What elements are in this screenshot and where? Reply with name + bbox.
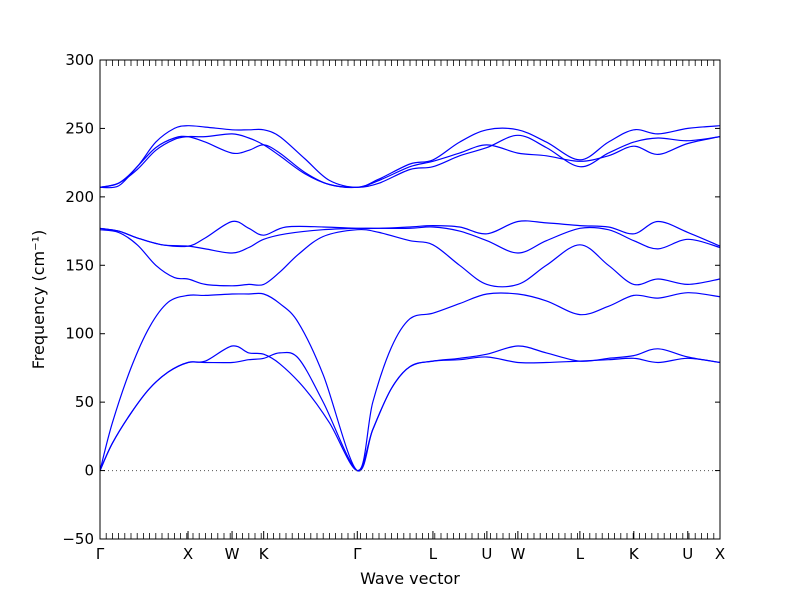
y-tick-label: 150: [65, 256, 94, 274]
x-tick-label-W: W: [225, 545, 240, 563]
y-axis-label: Frequency (cm⁻¹): [29, 230, 48, 369]
y-tick-label: 300: [65, 51, 94, 69]
x-tick-label-U: U: [682, 545, 693, 563]
x-tick-label-X: X: [183, 545, 193, 563]
band-branch-5: [99, 226, 721, 254]
x-tick-label-U: U: [481, 545, 492, 563]
x-minor-ticks: [105, 60, 715, 539]
y-tick-label: 200: [65, 188, 94, 206]
band-branch-2: [99, 351, 721, 472]
band-branch-9: [99, 125, 721, 188]
band-series-layer: [99, 125, 721, 472]
y-tick-label: 100: [65, 325, 94, 343]
band-branch-4: [99, 228, 721, 288]
x-tick-label-L: L: [576, 545, 585, 563]
y-axis-ticks: −50 0 50 100 150 200 250 300: [62, 51, 720, 548]
x-axis-label: Wave vector: [360, 569, 460, 588]
y-tick-label: −50: [62, 530, 94, 548]
x-tick-label-L: L: [429, 545, 438, 563]
band-branch-8: [99, 134, 721, 189]
y-tick-label: 50: [75, 393, 94, 411]
band-branch-1: [99, 345, 721, 472]
y-tick-label: 250: [65, 119, 94, 137]
y-tick-label: 0: [84, 462, 94, 480]
x-tick-label-K: K: [629, 545, 640, 563]
band-branch-3: [99, 292, 721, 472]
x-tick-label-X: X: [715, 545, 725, 563]
band-branch-6: [99, 220, 721, 248]
x-tick-label-Γ: Γ: [96, 545, 105, 563]
x-tick-label-K: K: [259, 545, 270, 563]
x-tick-label-Γ: Γ: [353, 545, 362, 563]
x-tick-label-W: W: [510, 545, 525, 563]
band-branch-7: [99, 133, 721, 189]
